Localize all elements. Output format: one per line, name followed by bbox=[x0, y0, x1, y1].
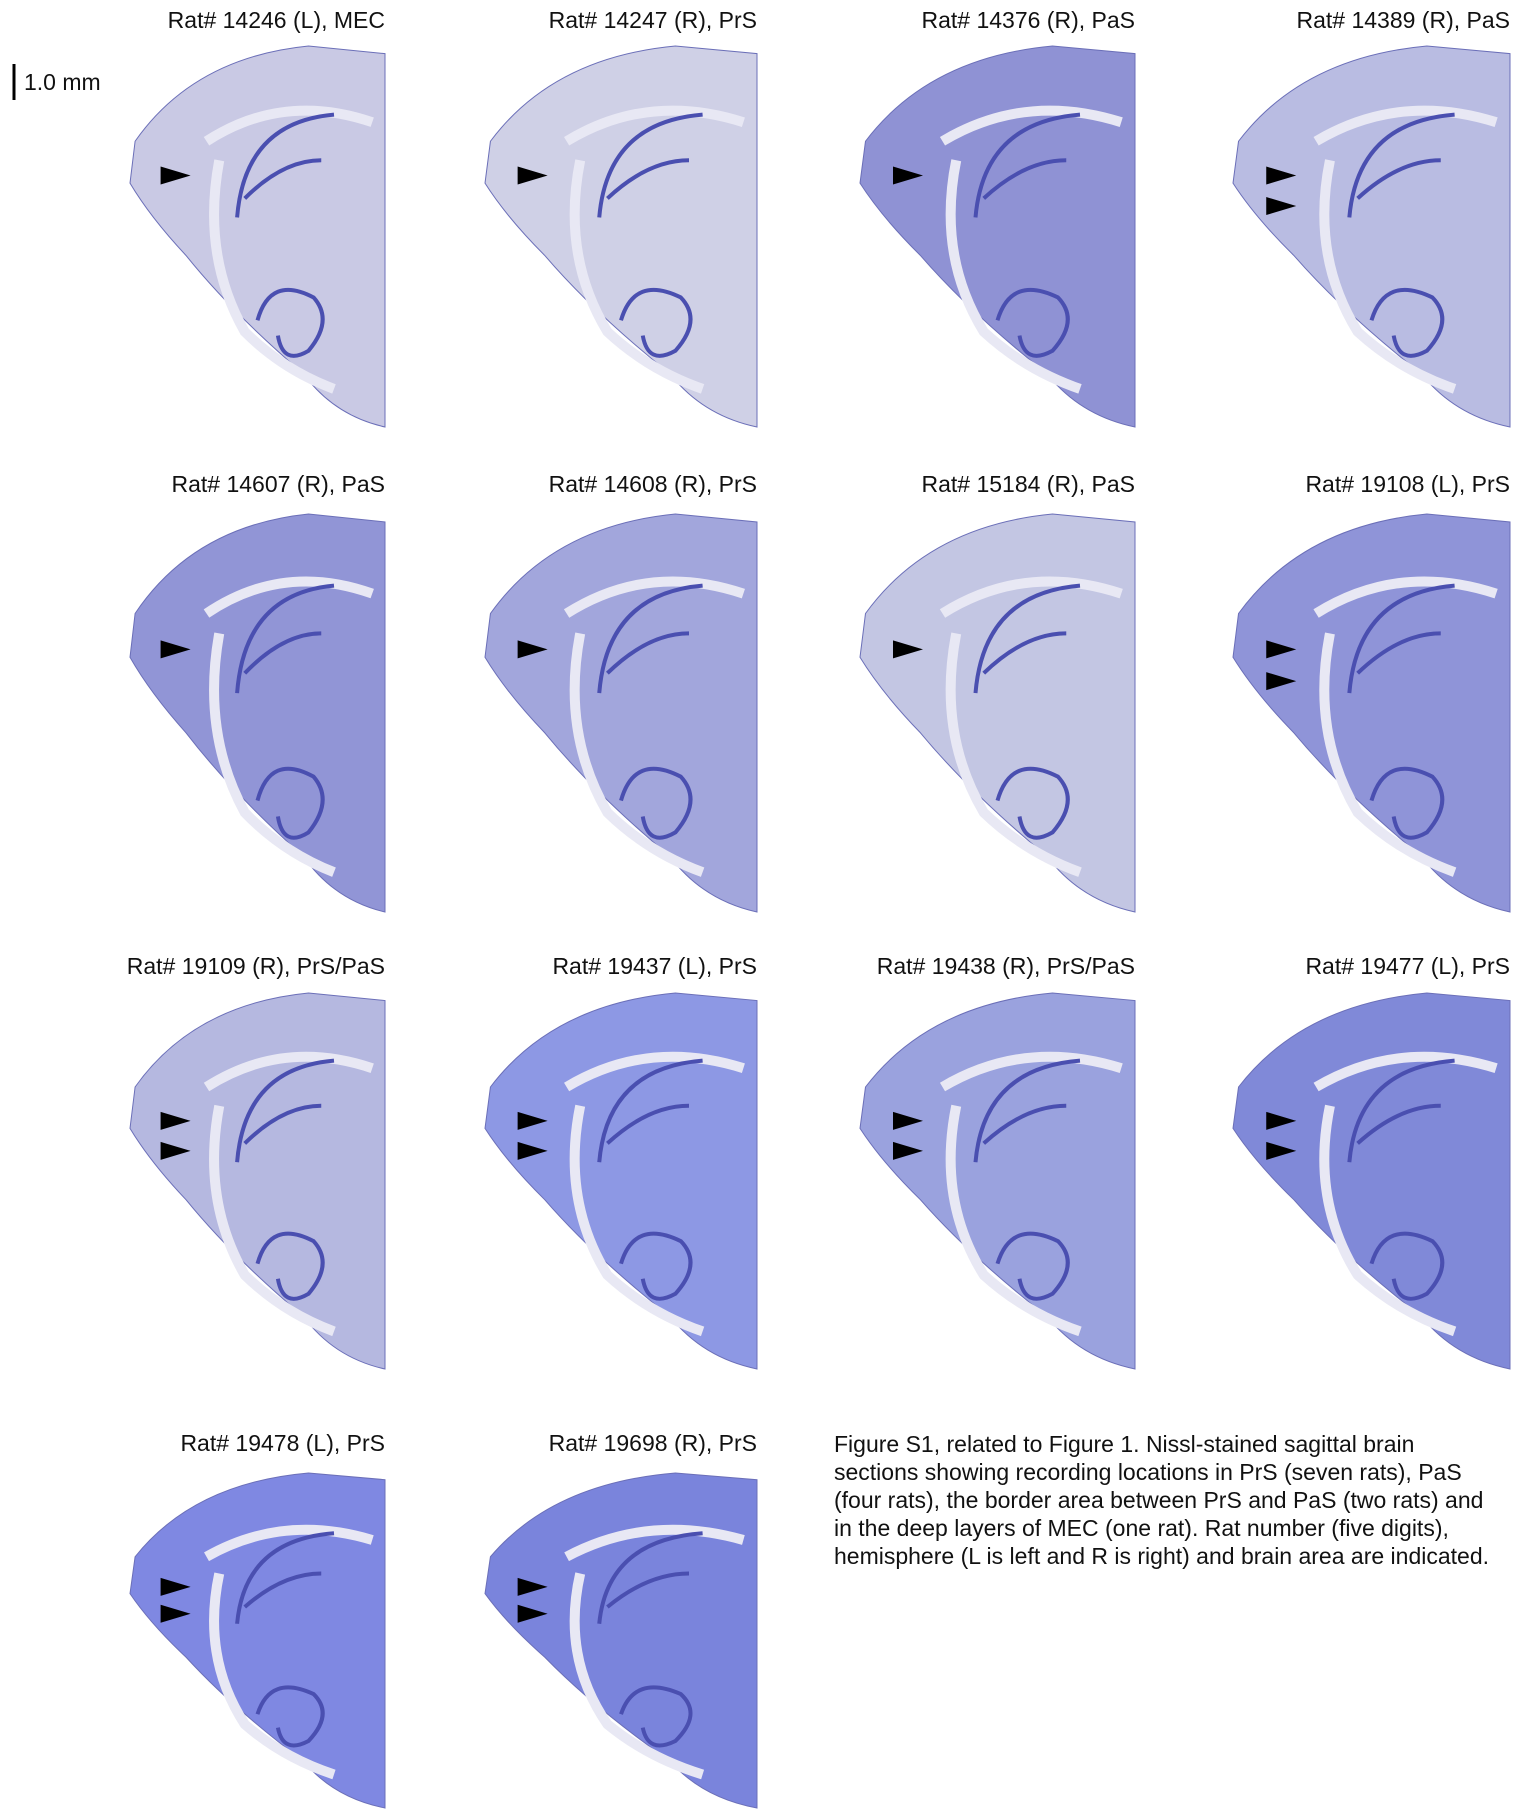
location-arrow bbox=[517, 1577, 548, 1596]
panel-label: Rat# 14389 (R), PaS bbox=[1296, 7, 1510, 33]
hippocampus bbox=[237, 1533, 334, 1745]
section-outline bbox=[485, 514, 757, 912]
section-outline bbox=[130, 993, 385, 1369]
hippocampus bbox=[1349, 1061, 1454, 1299]
location-arrow bbox=[160, 1111, 191, 1130]
white-matter bbox=[207, 1057, 373, 1332]
location-arrow bbox=[893, 640, 923, 659]
location-arrow bbox=[1266, 1111, 1297, 1130]
location-arrow bbox=[893, 166, 923, 185]
white-matter bbox=[943, 111, 1122, 389]
section-outline bbox=[130, 46, 385, 427]
hippocampus bbox=[237, 586, 334, 838]
brain-section bbox=[1233, 46, 1510, 427]
brain-section bbox=[130, 46, 385, 427]
location-arrow bbox=[517, 1604, 548, 1623]
panel-label: Rat# 19477 (L), PrS bbox=[1305, 953, 1510, 979]
location-arrow bbox=[160, 1577, 191, 1596]
section-outline bbox=[860, 514, 1135, 912]
panel-label: Rat# 14246 (L), MEC bbox=[168, 7, 385, 33]
hippocampus bbox=[237, 115, 334, 356]
location-arrow bbox=[893, 1141, 923, 1160]
white-matter bbox=[943, 1057, 1122, 1332]
white-matter bbox=[1316, 1057, 1496, 1332]
hippocampus bbox=[976, 1061, 1081, 1299]
panel-label: Rat# 19478 (L), PrS bbox=[180, 1430, 385, 1456]
hippocampus bbox=[976, 586, 1081, 838]
panel-label: Rat# 14376 (R), PaS bbox=[921, 7, 1135, 33]
hippocampus bbox=[976, 115, 1081, 356]
section-outline bbox=[485, 46, 757, 427]
location-arrow bbox=[517, 1141, 548, 1160]
hippocampus bbox=[599, 1533, 702, 1745]
panel-label: Rat# 19438 (R), PrS/PaS bbox=[877, 953, 1135, 979]
panel-label: Rat# 19698 (R), PrS bbox=[549, 1430, 757, 1456]
panel-label: Rat# 15184 (R), PaS bbox=[921, 471, 1135, 497]
brain-section bbox=[860, 993, 1135, 1369]
hippocampus bbox=[599, 115, 702, 356]
location-arrow bbox=[1266, 197, 1297, 216]
white-matter bbox=[207, 581, 373, 872]
white-matter bbox=[1316, 111, 1496, 389]
brain-section bbox=[130, 993, 385, 1369]
section-outline bbox=[1233, 514, 1510, 912]
brain-section bbox=[130, 514, 385, 912]
panel-label: Rat# 14608 (R), PrS bbox=[549, 471, 757, 497]
brain-section bbox=[485, 46, 757, 427]
location-arrow bbox=[1266, 640, 1297, 659]
white-matter bbox=[567, 581, 744, 872]
white-matter bbox=[943, 581, 1122, 872]
location-arrow bbox=[1266, 166, 1297, 185]
location-arrow bbox=[160, 1141, 191, 1160]
white-matter bbox=[1316, 581, 1496, 872]
white-matter bbox=[567, 1530, 744, 1775]
brain-section bbox=[860, 514, 1135, 912]
location-arrow bbox=[517, 1111, 548, 1130]
brain-section bbox=[485, 1473, 757, 1808]
section-outline bbox=[860, 46, 1135, 427]
section-outline bbox=[1233, 46, 1510, 427]
hippocampus bbox=[1349, 115, 1454, 356]
location-arrow bbox=[893, 1111, 923, 1130]
white-matter bbox=[567, 111, 744, 389]
hippocampus bbox=[599, 1061, 702, 1299]
hippocampus bbox=[1349, 586, 1454, 838]
white-matter bbox=[567, 1057, 744, 1332]
section-outline bbox=[130, 514, 385, 912]
section-outline bbox=[860, 993, 1135, 1369]
location-arrow bbox=[1266, 1141, 1297, 1160]
location-arrow bbox=[160, 166, 191, 185]
panel-label: Rat# 19108 (L), PrS bbox=[1305, 471, 1510, 497]
section-outline bbox=[1233, 993, 1510, 1369]
location-arrow bbox=[160, 640, 191, 659]
brain-section bbox=[130, 1473, 385, 1808]
panel-label: Rat# 14607 (R), PaS bbox=[171, 471, 385, 497]
section-outline bbox=[485, 1473, 757, 1808]
white-matter bbox=[207, 1530, 373, 1775]
hippocampus bbox=[599, 586, 702, 838]
section-outline bbox=[130, 1473, 385, 1808]
panel-label: Rat# 14247 (R), PrS bbox=[549, 7, 757, 33]
white-matter bbox=[207, 111, 373, 389]
location-arrow bbox=[517, 166, 548, 185]
hippocampus bbox=[237, 1061, 334, 1299]
brain-section bbox=[1233, 993, 1510, 1369]
section-outline bbox=[485, 993, 757, 1369]
brain-section bbox=[485, 514, 757, 912]
location-arrow bbox=[517, 640, 548, 659]
panel-label: Rat# 19109 (R), PrS/PaS bbox=[127, 953, 385, 979]
location-arrow bbox=[160, 1604, 191, 1623]
brain-section bbox=[1233, 514, 1510, 912]
panel-label: Rat# 19437 (L), PrS bbox=[552, 953, 757, 979]
scale-bar-label: 1.0 mm bbox=[24, 69, 101, 95]
brain-section bbox=[860, 46, 1135, 427]
brain-section bbox=[485, 993, 757, 1369]
location-arrow bbox=[1266, 672, 1297, 691]
caption: Figure S1, related to Figure 1. Nissl-st… bbox=[834, 1431, 1489, 1569]
